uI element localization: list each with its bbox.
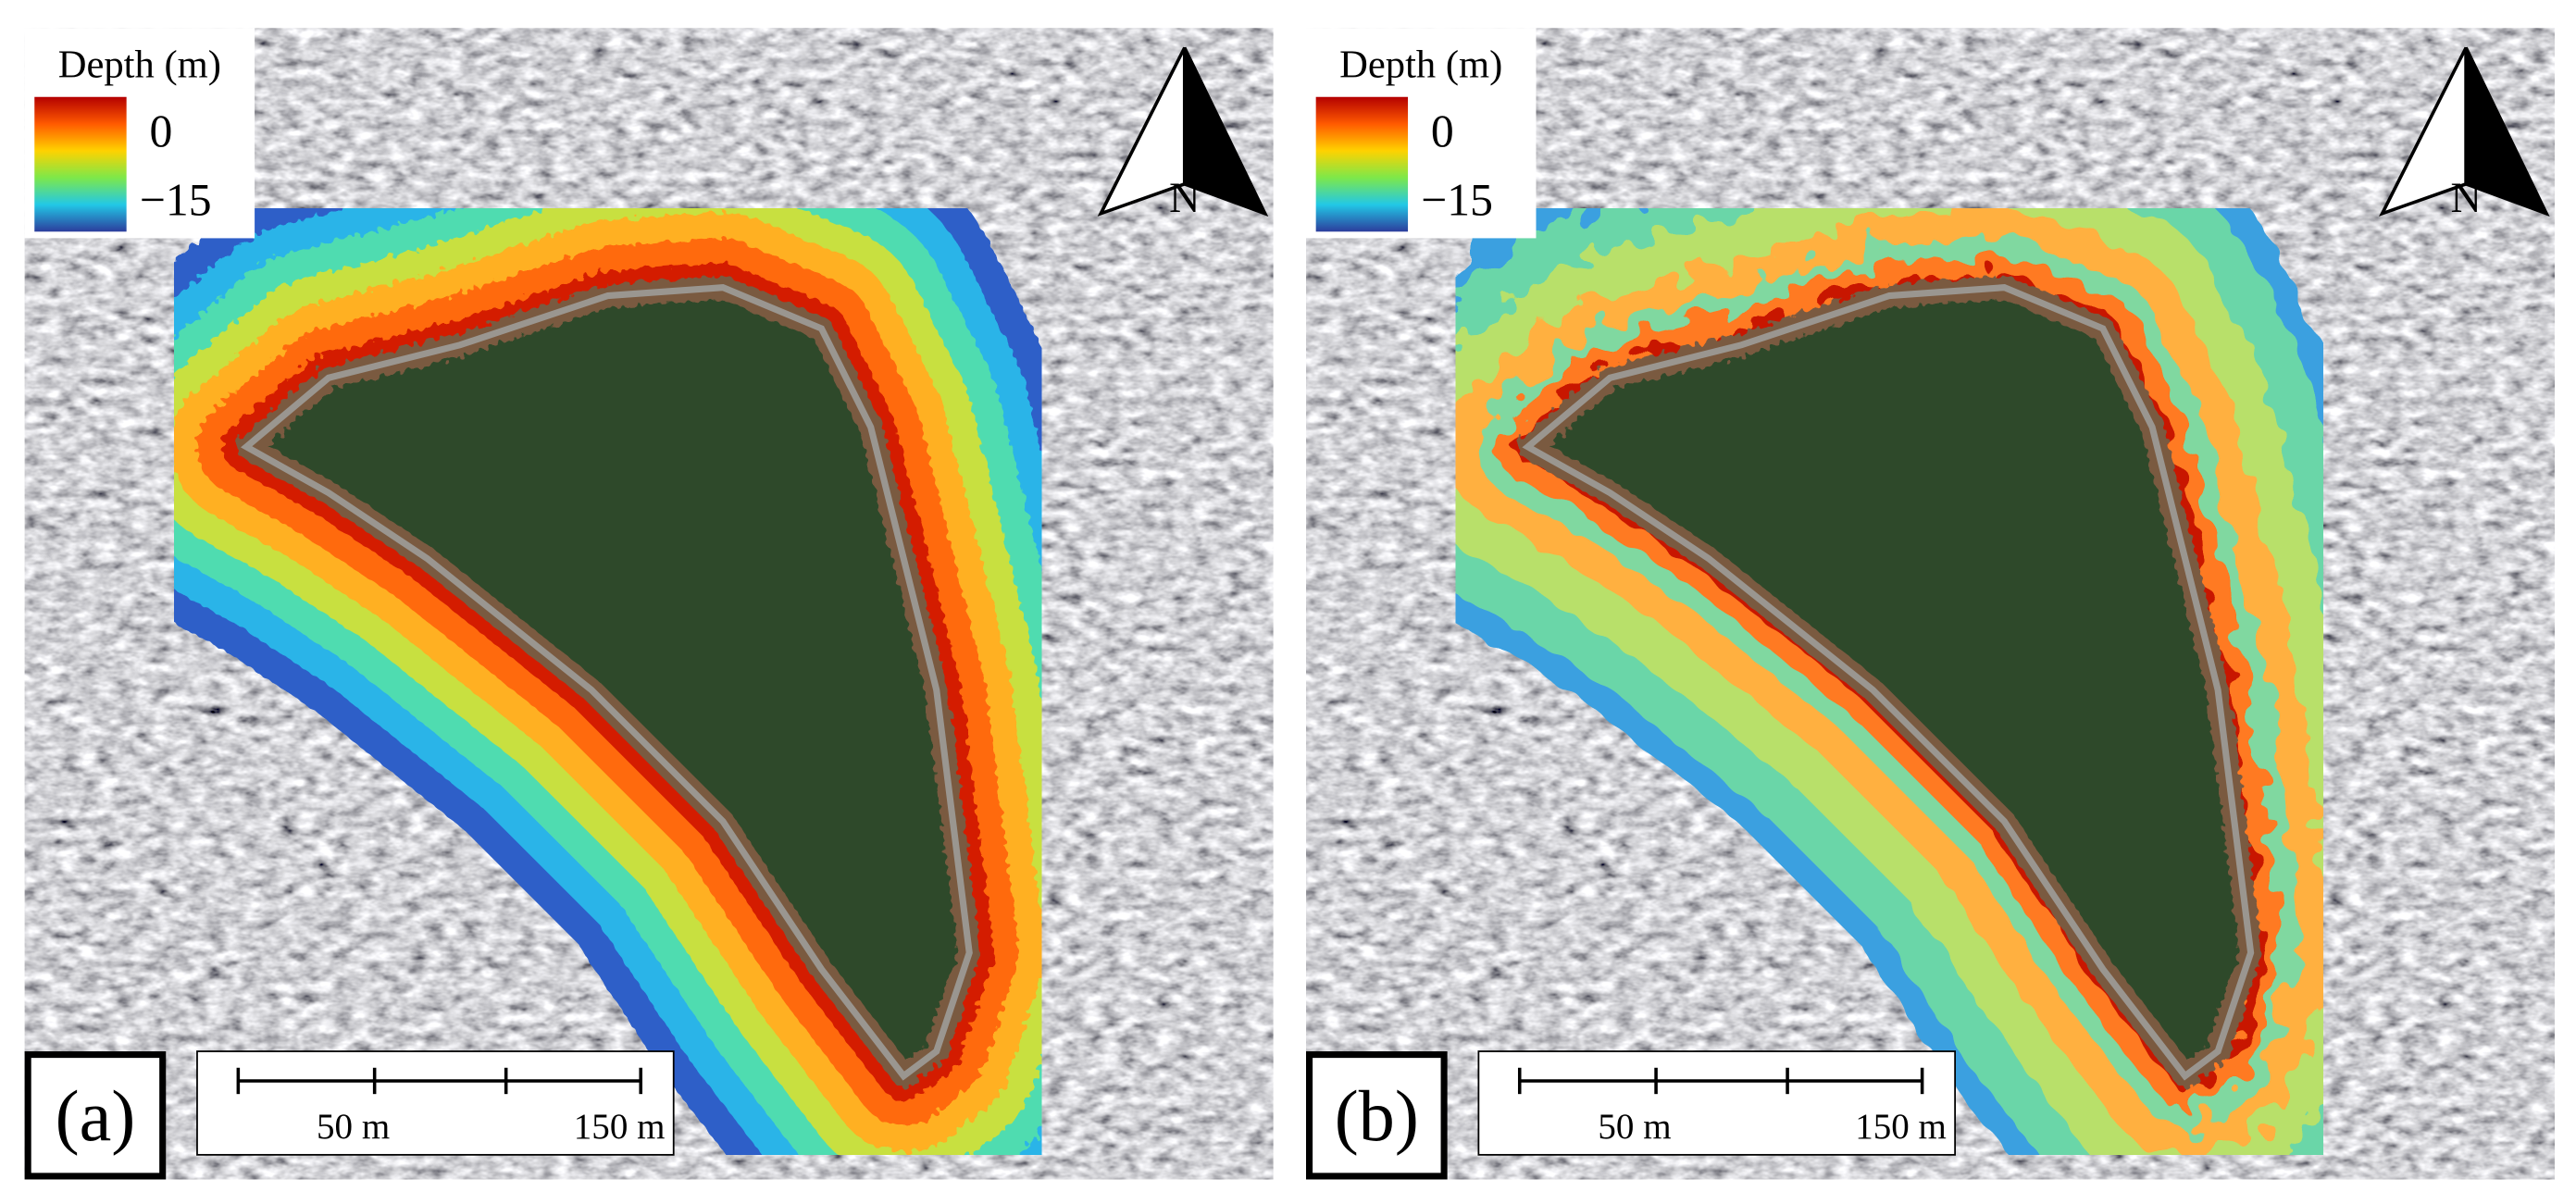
north-arrow-right (2464, 46, 2550, 217)
scale-bar-label: 150 m (574, 1107, 666, 1147)
north-label: N (1169, 174, 1200, 221)
legend-min-label: −15 (140, 175, 212, 226)
scale-bar-box (196, 1050, 675, 1156)
north-label: N (2450, 174, 2481, 221)
legend-title: Depth (m) (58, 43, 221, 86)
panel-label: (a) (56, 1075, 136, 1156)
color-bar (1315, 96, 1409, 232)
legend-max-label: 0 (150, 106, 173, 156)
scale-bar-box (1477, 1050, 1957, 1156)
panel-label: (b) (1335, 1075, 1419, 1156)
north-arrow-right (1182, 46, 1269, 217)
panel-label-box (24, 1051, 167, 1180)
scale-bar-label: 50 m (1598, 1107, 1671, 1147)
legend-max-label: 0 (1431, 106, 1454, 156)
legend-title: Depth (m) (1339, 43, 1502, 86)
color-bar (34, 96, 127, 232)
legend-min-label: −15 (1421, 175, 1493, 226)
scale-bar-label: 50 m (317, 1107, 390, 1147)
map-panel: Depth (m) 0 −15 N (b) 50 m 150 m (1306, 28, 2555, 1180)
panel-label-box (1306, 1051, 1448, 1180)
map-panel: Depth (m) 0 −15 N (a) 50 m 150 m (24, 28, 1274, 1180)
scale-bar-label: 150 m (1855, 1107, 1947, 1147)
